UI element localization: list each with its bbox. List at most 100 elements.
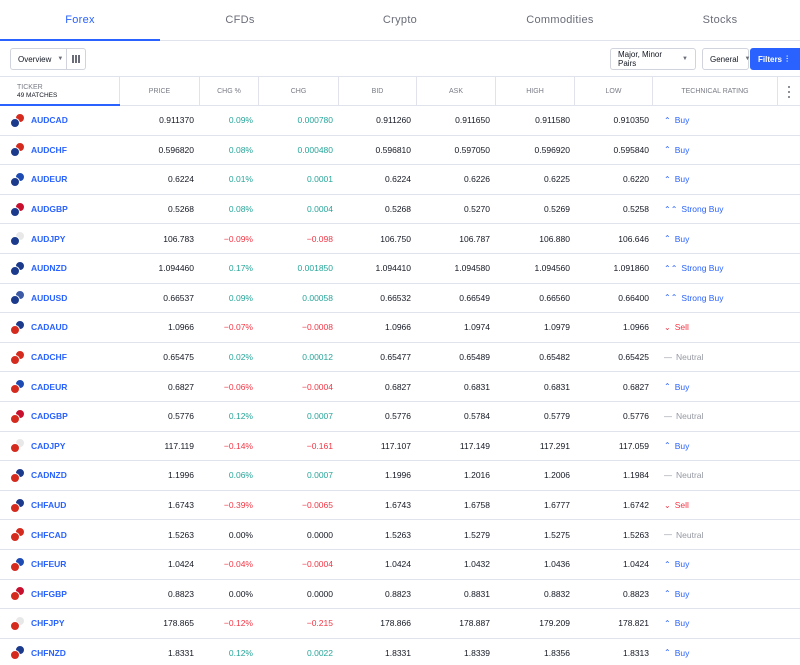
column-header-ticker[interactable]: Ticker 49 matches	[0, 77, 120, 106]
technical-rating-cell[interactable]: ⌃⌃ Strong Buy	[664, 254, 784, 283]
table-row[interactable]: CADCHF 0.65475 0.02% 0.00012 0.65477 0.65489 0…	[0, 343, 800, 373]
technical-rating-cell[interactable]: ⌃⌃ Strong Buy	[664, 195, 784, 224]
chg-pct-cell: −0.09%	[223, 233, 253, 244]
technical-rating-cell[interactable]: ⌃ Buy	[664, 165, 784, 194]
technical-rating-cell[interactable]: — Neutral	[664, 461, 784, 490]
column-header-ask[interactable]: Ask	[417, 77, 496, 106]
table-row[interactable]: AUDEUR 0.6224 0.01% 0.0001 0.6224 0.6226 0.622…	[0, 165, 800, 195]
table-body: AUDCAD 0.911370 0.09% 0.000780 0.911260 0.911…	[0, 106, 800, 665]
column-header-bid[interactable]: Bid	[339, 77, 417, 106]
bid-cell: 1.8331	[385, 647, 411, 658]
technical-rating-cell[interactable]: — Neutral	[664, 402, 784, 431]
symbol-link[interactable]: CADAUD	[31, 322, 68, 333]
technical-rating-cell[interactable]: ⌃ Buy	[664, 136, 784, 165]
columns-button[interactable]	[67, 48, 86, 70]
column-header-high[interactable]: High	[496, 77, 575, 106]
matches-count: 49 matches	[17, 92, 58, 99]
technical-rating-cell[interactable]: ⌃ Buy	[664, 432, 784, 461]
table-row[interactable]: CHFGBP 0.8823 0.00% 0.0000 0.8823 0.8831 0.883…	[0, 580, 800, 610]
technical-rating-cell[interactable]: ⌃ Buy	[664, 106, 784, 135]
general-dropdown[interactable]: General ▼	[702, 48, 750, 70]
symbol-link[interactable]: AUDGBP	[31, 204, 68, 215]
technical-rating-cell[interactable]: ⌄ Sell	[664, 491, 784, 520]
technical-rating-cell[interactable]: ⌃ Buy	[664, 639, 784, 665]
table-row[interactable]: AUDCHF 0.596820 0.08% 0.000480 0.596810 0.597…	[0, 136, 800, 166]
table-row[interactable]: CADJPY 117.119 −0.14% −0.161 117.107 117.149 1…	[0, 432, 800, 462]
symbol-link[interactable]: CHFJPY	[31, 618, 65, 629]
symbol-link[interactable]: AUDCAD	[31, 115, 68, 126]
symbol-link[interactable]: CHFGBP	[31, 588, 67, 599]
technical-rating-cell[interactable]: ⌃ Buy	[664, 224, 784, 253]
symbol-link[interactable]: CADNZD	[31, 470, 67, 481]
price-cell: 0.66537	[163, 292, 194, 303]
technical-rating-cell[interactable]: ⌃ Buy	[664, 609, 784, 638]
table-row[interactable]: CHFAUD 1.6743 −0.39% −0.0065 1.6743 1.6758 1.6…	[0, 491, 800, 521]
table-row[interactable]: AUDJPY 106.783 −0.09% −0.098 106.750 106.787 1…	[0, 224, 800, 254]
symbol-link[interactable]: AUDCHF	[31, 144, 67, 155]
chg-pct-cell: 0.08%	[228, 144, 253, 155]
base-flag-icon	[10, 265, 20, 276]
table-row[interactable]: CHFNZD 1.8331 0.12% 0.0022 1.8331 1.8339 1.835…	[0, 639, 800, 665]
column-header-low[interactable]: Low	[575, 77, 653, 106]
column-header-chg-pct[interactable]: Chg %	[200, 77, 259, 106]
base-flag-icon	[10, 354, 20, 365]
technical-rating-cell[interactable]: ⌃ Buy	[664, 580, 784, 609]
bid-cell: 0.6827	[385, 381, 411, 392]
technical-rating-cell[interactable]: ⌃ Buy	[664, 550, 784, 579]
table-row[interactable]: AUDCAD 0.911370 0.09% 0.000780 0.911260 0.911…	[0, 106, 800, 136]
high-cell: 1.2006	[544, 470, 570, 481]
symbol-link[interactable]: CADCHF	[31, 352, 67, 363]
technical-rating-cell[interactable]: ⌄ Sell	[664, 313, 784, 342]
symbol-link[interactable]: CHFAUD	[31, 500, 67, 511]
symbol-link[interactable]: CHFCAD	[31, 529, 67, 540]
table-row[interactable]: CADGBP 0.5776 0.12% 0.0007 0.5776 0.5784 0.577…	[0, 402, 800, 432]
tab-forex[interactable]: Forex	[0, 0, 160, 41]
rating-label: Sell	[674, 500, 689, 511]
rating-label: Sell	[674, 322, 689, 333]
pairs-dropdown[interactable]: Major, Minor Pairs ▼	[610, 48, 696, 70]
table-row[interactable]: AUDUSD 0.66537 0.09% 0.00058 0.66532 0.66549 0…	[0, 284, 800, 314]
table-row[interactable]: AUDNZD 1.094460 0.17% 0.001850 1.094410 1.094…	[0, 254, 800, 284]
symbol-link[interactable]: CHFNZD	[31, 647, 66, 658]
filters-button[interactable]: Filters ⫶	[750, 48, 800, 70]
symbol-link[interactable]: AUDNZD	[31, 263, 67, 274]
bid-cell: 106.750	[380, 233, 411, 244]
tab-commodities[interactable]: Commodities	[526, 14, 594, 26]
currency-flags-icon	[10, 171, 25, 187]
technical-rating-cell[interactable]: ⌃ Buy	[664, 372, 784, 401]
table-row[interactable]: AUDGBP 0.5268 0.08% 0.0004 0.5268 0.5270 0.526…	[0, 195, 800, 225]
symbol-link[interactable]: CHFEUR	[31, 559, 67, 570]
price-cell: 1.5263	[168, 529, 194, 540]
technical-rating-cell[interactable]: ⌃⌃ Strong Buy	[664, 284, 784, 313]
symbol-link[interactable]: AUDUSD	[31, 292, 68, 303]
symbol-link[interactable]: CADEUR	[31, 381, 68, 392]
tab-cfds[interactable]: CFDs	[225, 14, 255, 26]
column-header-price[interactable]: Price	[120, 77, 200, 106]
bid-cell: 1.094410	[375, 263, 411, 274]
table-row[interactable]: CADEUR 0.6827 −0.06% −0.0004 0.6827 0.6831 0.6…	[0, 372, 800, 402]
table-row[interactable]: CADNZD 1.1996 0.06% 0.0007 1.1996 1.2016 1.200…	[0, 461, 800, 491]
column-header-chg[interactable]: Chg	[259, 77, 339, 106]
table-row[interactable]: CADAUD 1.0966 −0.07% −0.0008 1.0966 1.0974 1.0…	[0, 313, 800, 343]
high-cell: 1.0979	[544, 322, 570, 333]
table-row[interactable]: CHFEUR 1.0424 −0.04% −0.0004 1.0424 1.0432 1.0…	[0, 550, 800, 580]
table-row[interactable]: CHFJPY 178.865 −0.12% −0.215 178.866 178.887 1…	[0, 609, 800, 639]
technical-rating-cell[interactable]: — Neutral	[664, 520, 784, 549]
chg-cell: 0.0000	[307, 588, 333, 599]
chg-cell: 0.0007	[307, 411, 333, 422]
column-header-rating[interactable]: Technical Rating	[653, 77, 778, 106]
tab-crypto[interactable]: Crypto	[382, 14, 418, 26]
high-cell: 0.6225	[544, 174, 570, 185]
symbol-link[interactable]: CADGBP	[31, 411, 68, 422]
currency-flags-icon	[10, 527, 25, 543]
table-row[interactable]: CHFCAD 1.5263 0.00% 0.0000 1.5263 1.5279 1.527…	[0, 520, 800, 550]
symbol-link[interactable]: AUDJPY	[31, 233, 66, 244]
symbol-link[interactable]: AUDEUR	[31, 174, 68, 185]
more-options-icon[interactable]	[787, 86, 791, 98]
ask-cell: 1.0432	[464, 559, 490, 570]
symbol-link[interactable]: CADJPY	[31, 440, 66, 451]
filters-label: Filters	[758, 54, 783, 64]
technical-rating-cell[interactable]: — Neutral	[664, 343, 784, 372]
overview-dropdown[interactable]: Overview ▼	[10, 48, 67, 70]
tab-stocks[interactable]: Stocks	[702, 14, 738, 26]
